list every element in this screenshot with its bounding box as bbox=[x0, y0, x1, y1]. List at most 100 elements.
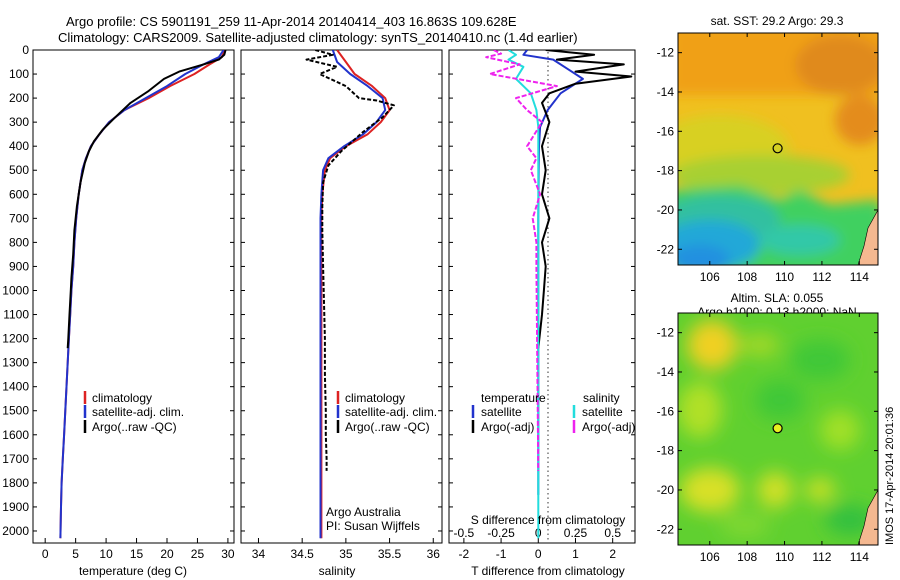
y-tick-label: 1400 bbox=[2, 380, 29, 394]
sla-map: Altim. SLA: 0.055 Argo h1000: 0.13 h2000… bbox=[657, 291, 879, 564]
difference-panel: -2 -1 0 1 2 -0.5 -0.25 0 0.25 0.5 T difference f… bbox=[448, 49, 636, 578]
sst-map-field bbox=[678, 33, 878, 265]
y-tick-label: 1300 bbox=[2, 356, 29, 370]
s-tick-label: 0.5 bbox=[604, 526, 621, 540]
difference-axes-frame bbox=[448, 49, 636, 544]
map-y-tick-label: -14 bbox=[657, 85, 675, 99]
temperature-x-ticks: 0 5 10 15 20 25 30 bbox=[42, 538, 235, 561]
map-x-tick-label: 112 bbox=[812, 270, 831, 284]
temperature-legend: climatology satellite-adj. clim. Argo(..… bbox=[83, 391, 184, 434]
imos-timestamp: IMOS 17-Apr-2014 20:01:36 bbox=[884, 407, 896, 545]
y-tick-label: 200 bbox=[9, 91, 29, 105]
salinity-axes-frame bbox=[240, 49, 443, 544]
map-y-tick-label: -18 bbox=[657, 164, 675, 178]
x-tick-label: 0 bbox=[42, 547, 49, 561]
x-tick-label: 20 bbox=[160, 547, 174, 561]
credit-line-2: PI: Susan Wijffels bbox=[326, 519, 420, 533]
y-tick-label: 2000 bbox=[2, 524, 29, 538]
legend-label-climatology: climatology bbox=[345, 391, 405, 405]
coastline-shape bbox=[857, 209, 878, 265]
map-y-tick-label: -20 bbox=[657, 483, 675, 497]
legend-label-s-argo: Argo(-adj) bbox=[582, 420, 635, 434]
map-x-tick-label: 110 bbox=[775, 270, 794, 284]
x-tick-label: 25 bbox=[191, 547, 205, 561]
s-difference-x-ticks: -0.5 -0.25 0 0.25 0.5 bbox=[454, 526, 622, 540]
series-line-argo-raw-qc- bbox=[305, 50, 395, 471]
difference-x-label: T difference from climatology bbox=[471, 564, 625, 578]
s-tick-label: -0.5 bbox=[454, 526, 475, 540]
x-tick-label: 30 bbox=[221, 547, 235, 561]
legend-label-climatology: climatology bbox=[92, 391, 152, 405]
series-line-temperature-argo-adj- bbox=[537, 50, 633, 349]
map-y-tick-label: -16 bbox=[657, 404, 675, 418]
series-line-argo-raw-qc- bbox=[66, 50, 227, 349]
map-y-tick-label: -18 bbox=[657, 444, 675, 458]
salinity-x-ticks: 34 34.5 35 35.5 36 bbox=[252, 538, 440, 561]
map-y-tick-label: -20 bbox=[657, 203, 675, 217]
y-tick-label: 1500 bbox=[2, 404, 29, 418]
x-tick-label: 35.5 bbox=[378, 547, 402, 561]
y-tick-label: 300 bbox=[9, 115, 29, 129]
y-tick-label: 1000 bbox=[2, 283, 29, 297]
x-tick-label: -2 bbox=[459, 547, 470, 561]
sla-map-title: Altim. SLA: 0.055 bbox=[731, 291, 824, 305]
y-tick-label: 500 bbox=[9, 163, 29, 177]
header-line-2: Climatology: CARS2009. Satellite-adjuste… bbox=[58, 30, 578, 45]
salinity-legend: climatology satellite-adj. clim. Argo(..… bbox=[336, 391, 437, 434]
header-line-1: Argo profile: CS 5901191_259 11-Apr-2014… bbox=[66, 14, 517, 29]
series-line-satellite-adj-clim- bbox=[319, 50, 387, 539]
y-tick-label: 400 bbox=[9, 139, 29, 153]
temperature-x-label: temperature (deg C) bbox=[79, 564, 187, 578]
sst-map-title: sat. SST: 29.2 Argo: 29.3 bbox=[711, 14, 844, 28]
legend-label-argo: Argo(..raw -QC) bbox=[345, 420, 430, 434]
sla-map-field bbox=[678, 313, 878, 545]
difference-x-ticks: -2 -1 0 1 2 bbox=[459, 538, 616, 561]
legend-label-satellite: satellite-adj. clim. bbox=[92, 405, 184, 419]
y-tick-label: 1800 bbox=[2, 476, 29, 490]
sla-map-ticks: 106 108 110 112 114 -12 -14 -16 -18 -20 -22 bbox=[657, 313, 878, 564]
x-tick-label: 10 bbox=[99, 547, 113, 561]
y-tick-label: 700 bbox=[9, 211, 29, 225]
x-tick-label: 5 bbox=[72, 547, 79, 561]
argo-position-marker bbox=[772, 423, 783, 434]
legend-label-satellite: satellite-adj. clim. bbox=[345, 405, 437, 419]
sst-map-frame bbox=[677, 32, 879, 266]
map-x-tick-label: 114 bbox=[850, 270, 869, 284]
x-tick-label: 34.5 bbox=[290, 547, 314, 561]
y-tick-label: 0 bbox=[22, 43, 29, 57]
credit-line-1: Argo Australia bbox=[326, 505, 401, 519]
argo-position-marker bbox=[772, 143, 783, 154]
map-x-tick-label: 106 bbox=[700, 270, 720, 284]
y-tick-label: 1600 bbox=[2, 428, 29, 442]
salinity-x-label: salinity bbox=[319, 564, 356, 578]
series-line-salinity-satellite bbox=[507, 50, 540, 539]
legend-label-argo: Argo(..raw -QC) bbox=[92, 420, 177, 434]
y-tick-label: 600 bbox=[9, 187, 29, 201]
map-y-tick-label: -22 bbox=[657, 242, 675, 256]
map-x-tick-label: 108 bbox=[737, 550, 757, 564]
x-tick-label: 2 bbox=[609, 547, 616, 561]
x-tick-label: 15 bbox=[130, 547, 144, 561]
x-tick-label: 1 bbox=[572, 547, 579, 561]
sst-map-ticks: 106 108 110 112 114 -12 -14 -16 -18 -20 -22 bbox=[657, 33, 878, 284]
depth-y-ticks: 0 100 200 300 400 500 600 700 800 900 1000 1100 1200… bbox=[2, 43, 29, 538]
y-tick-label: 100 bbox=[9, 67, 29, 81]
y-tick-label: 900 bbox=[9, 259, 29, 273]
temperature-axes-frame bbox=[32, 49, 235, 544]
y-tick-label: 1700 bbox=[2, 452, 29, 466]
map-y-tick-label: -14 bbox=[657, 365, 675, 379]
temperature-panel: 0 5 10 15 20 25 30 0 100 200 300 400 500 600 700 800 90… bbox=[2, 43, 235, 578]
y-tick-label: 1100 bbox=[3, 308, 29, 322]
x-tick-label: 35 bbox=[339, 547, 353, 561]
map-x-tick-label: 108 bbox=[737, 270, 757, 284]
map-y-tick-label: -22 bbox=[657, 522, 675, 536]
temperature-lines bbox=[59, 50, 227, 539]
legend-label-t-argo: Argo(-adj) bbox=[481, 420, 534, 434]
difference-lines bbox=[485, 50, 633, 539]
map-y-tick-label: -12 bbox=[657, 46, 675, 60]
map-x-tick-label: 110 bbox=[775, 550, 794, 564]
legend-label-t-satellite: satellite bbox=[481, 405, 522, 419]
s-tick-label: -0.25 bbox=[487, 526, 515, 540]
y-tick-label: 1900 bbox=[2, 500, 29, 514]
